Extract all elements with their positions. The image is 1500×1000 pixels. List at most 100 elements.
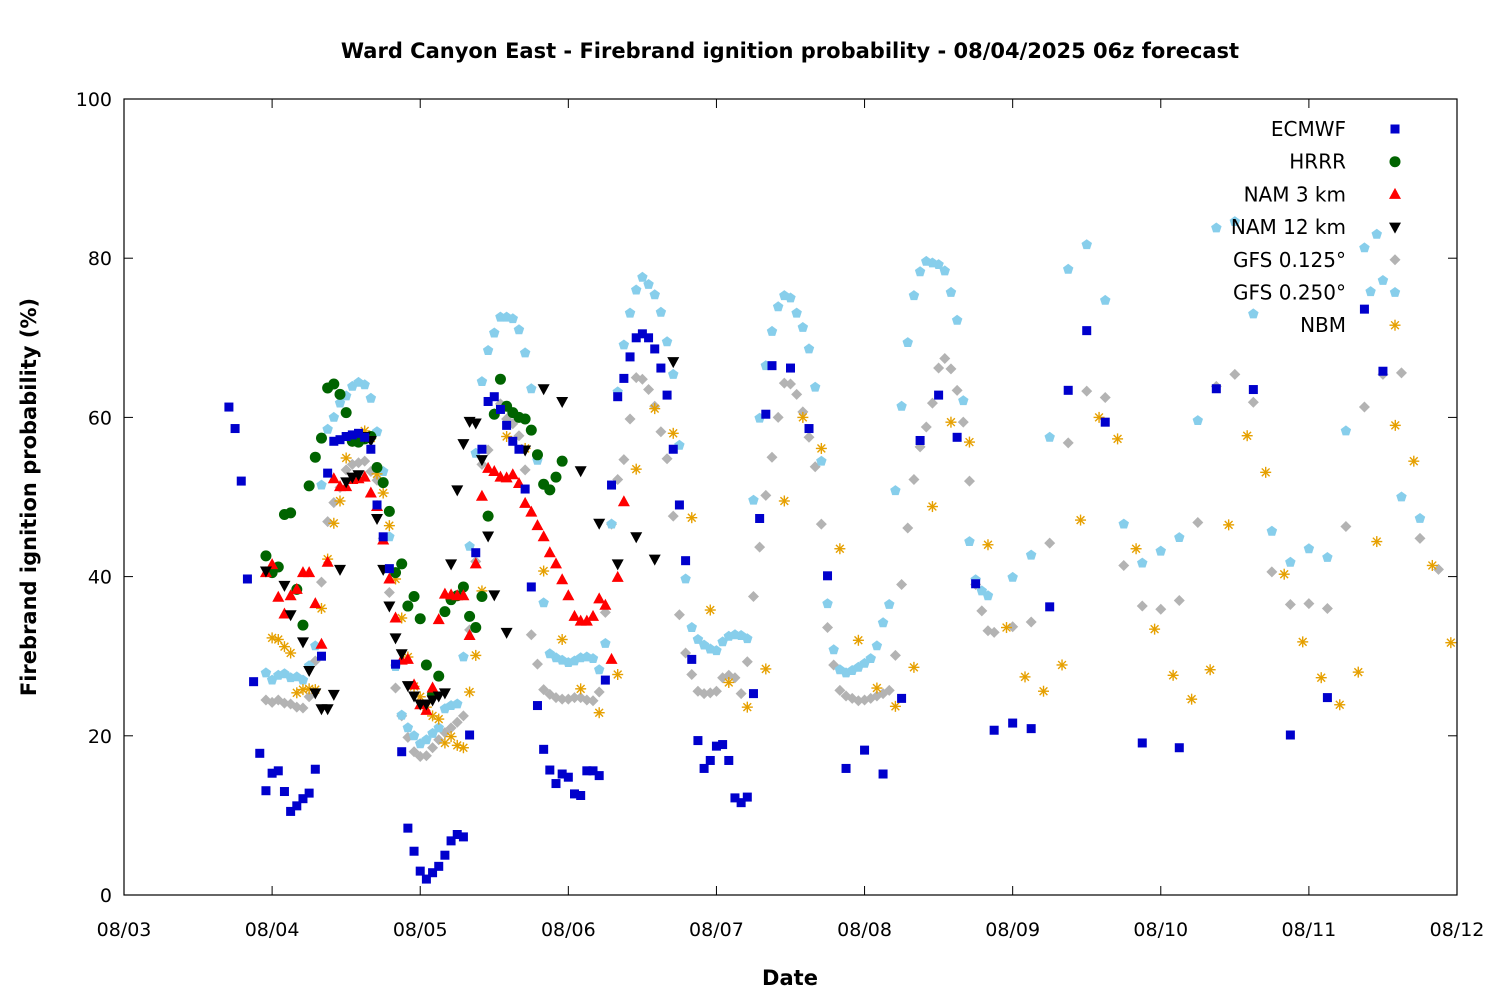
x-tick-label: 08/03 <box>97 919 152 941</box>
data-point-hrrr <box>556 455 568 467</box>
data-point-nam-3-km <box>475 489 488 501</box>
data-point-nam-3-km <box>284 589 297 601</box>
data-point-gfs-0-125 <box>896 579 908 591</box>
data-point-nbm <box>649 403 661 415</box>
data-point-nam-3-km <box>309 597 322 609</box>
data-point-nbm <box>760 663 772 675</box>
data-point-nam-3-km <box>617 495 630 507</box>
data-point-ecmwf <box>767 361 777 371</box>
data-point-ecmwf <box>1211 384 1221 394</box>
data-point-gfs-0-125 <box>445 722 457 734</box>
data-point-nam-3-km <box>519 496 532 508</box>
data-point-hrrr <box>519 413 531 425</box>
data-point-ecmwf <box>372 500 382 510</box>
data-point-gfs-0-250 <box>902 337 913 347</box>
asterisk-stroke <box>502 432 512 441</box>
y-tick-label: 80 <box>88 248 112 270</box>
asterisk-stroke <box>446 732 456 741</box>
data-point-nam-3-km <box>364 486 377 498</box>
data-point-gfs-0-125 <box>1099 392 1111 403</box>
data-point-ecmwf <box>1322 693 1332 703</box>
data-point-ecmwf <box>1285 730 1295 740</box>
data-point-gfs-0-250 <box>772 301 784 312</box>
asterisk-stroke <box>798 413 808 422</box>
data-point-nam-12-km <box>340 477 353 489</box>
data-point-ecmwf <box>897 693 907 703</box>
data-point-nbm <box>1112 433 1124 445</box>
data-point-nbm <box>963 436 975 448</box>
data-point-gfs-0-125 <box>920 421 932 433</box>
data-point-ecmwf <box>551 779 561 789</box>
data-point-gfs-0-250 <box>402 722 414 733</box>
data-point-hrrr <box>260 550 272 562</box>
data-point-gfs-0-125 <box>1432 563 1444 575</box>
data-point-gfs-0-250 <box>655 306 667 317</box>
data-point-nbm <box>945 416 957 428</box>
data-point-gfs-0-250 <box>945 286 957 297</box>
data-point-nbm <box>871 682 883 694</box>
data-point-nbm <box>797 411 809 423</box>
data-point-ecmwf <box>224 402 234 412</box>
data-point-gfs-0-125 <box>785 378 796 390</box>
data-point-hrrr <box>340 407 352 419</box>
asterisk-stroke <box>983 540 993 550</box>
data-point-gfs-0-125 <box>1340 520 1352 532</box>
legend-marker <box>1389 319 1401 331</box>
data-point-nam-12-km <box>278 580 291 592</box>
data-point-gfs-0-250 <box>489 327 500 338</box>
data-point-gfs-0-125 <box>988 626 1000 638</box>
data-point-gfs-0-250 <box>618 339 630 350</box>
data-point-nam-3-km <box>469 557 482 569</box>
data-point-gfs-0-250 <box>951 314 963 325</box>
data-point-nam-12-km <box>259 566 272 578</box>
data-point-gfs-0-125 <box>883 684 895 696</box>
data-point-gfs-0-250 <box>1229 216 1241 226</box>
data-point-gfs-0-250 <box>982 590 994 601</box>
data-point-ecmwf <box>841 763 851 773</box>
data-point-nam-12-km <box>630 532 643 544</box>
data-point-ecmwf <box>742 792 752 802</box>
data-point-gfs-0-125 <box>1155 603 1167 615</box>
data-point-gfs-0-250 <box>519 347 531 358</box>
data-point-ecmwf <box>1026 724 1036 734</box>
data-point-nbm <box>1315 672 1327 684</box>
data-point-gfs-0-125 <box>803 431 815 443</box>
data-point-ecmwf <box>267 768 277 778</box>
asterisk-stroke <box>1020 672 1030 682</box>
data-point-gfs-0-125 <box>1303 598 1315 610</box>
data-point-gfs-0-250 <box>507 313 518 324</box>
data-point-nam-3-km <box>580 614 593 626</box>
data-point-nam-3-km <box>500 471 513 483</box>
data-point-nam-12-km <box>475 455 488 467</box>
data-point-nam-3-km <box>543 546 556 558</box>
data-point-ecmwf <box>1008 718 1018 728</box>
data-point-nam-3-km <box>506 468 519 480</box>
data-point-ecmwf <box>230 424 240 434</box>
data-point-ecmwf <box>952 432 962 442</box>
data-point-gfs-0-125 <box>1081 385 1093 397</box>
data-point-nbm <box>1223 519 1235 531</box>
data-point-gfs-0-250 <box>1365 286 1376 297</box>
data-point-nbm <box>1149 623 1161 635</box>
data-point-gfs-0-250 <box>1174 532 1185 542</box>
data-point-gfs-0-125 <box>933 362 945 374</box>
y-tick-label: 40 <box>88 567 112 589</box>
data-point-gfs-0-125 <box>926 397 938 409</box>
asterisk-stroke <box>1409 456 1419 466</box>
asterisk-stroke <box>1224 520 1234 530</box>
data-point-ecmwf <box>502 420 512 430</box>
data-point-ecmwf <box>434 861 444 871</box>
data-point-nam-12-km <box>284 610 297 622</box>
data-point-nbm <box>470 649 482 661</box>
data-point-gfs-0-125 <box>1358 401 1370 413</box>
chart-title: Ward Canyon East - Firebrand ignition pr… <box>341 39 1239 63</box>
x-tick-label: 08/08 <box>837 919 892 941</box>
data-point-ecmwf <box>650 344 660 354</box>
y-tick-label: 0 <box>100 885 112 907</box>
data-point-ecmwf <box>261 786 271 796</box>
asterisk-stroke <box>1168 670 1178 680</box>
asterisk-stroke <box>742 702 752 712</box>
data-point-gfs-0-125 <box>451 716 463 728</box>
data-point-nam-12-km <box>438 688 451 700</box>
data-point-nam-12-km <box>401 681 414 693</box>
